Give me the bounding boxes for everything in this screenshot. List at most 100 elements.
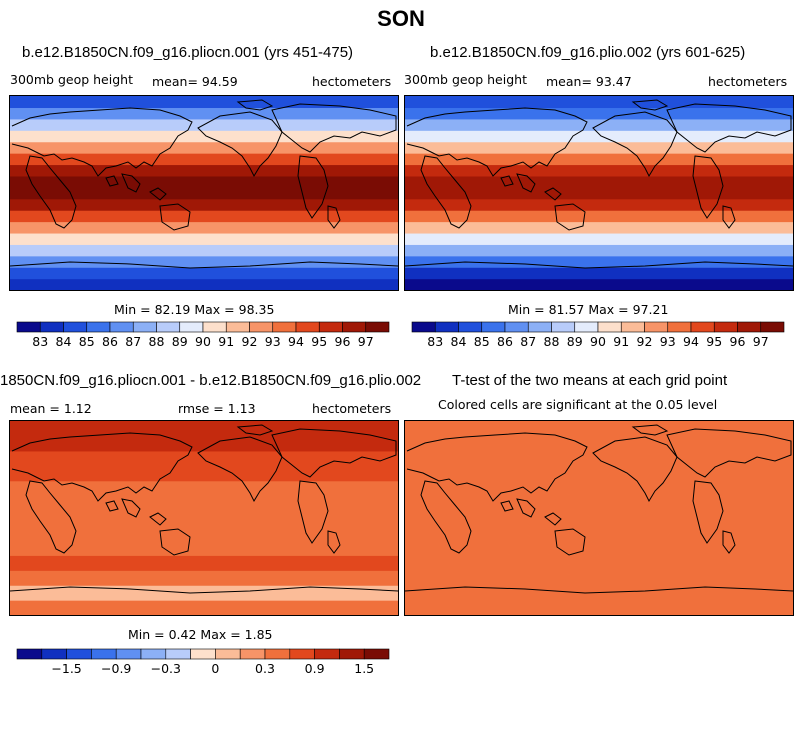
panel1-band [10,244,398,257]
colorbar-swatch [63,321,88,333]
colorbar-swatch [760,321,785,333]
coastline [121,173,141,193]
coastline [544,187,562,201]
colorbar-swatch [737,321,762,333]
panel3-colorbar: −1.5 −0.9 −0.3 0 0.3 0.9 1.5 [16,648,390,683]
colorbar-swatch [249,321,274,333]
panel2-title: b.e12.B1850CN.f09_g16.plio.002 (yrs 601-… [430,44,746,61]
colorbar-swatch [132,321,157,333]
colorbar-tick-label: −0.3 [151,661,181,676]
panel1-band [10,210,398,223]
panel2-band [405,130,793,143]
colorbar-tick-label: 89 [567,334,583,349]
colorbar-swatch [179,321,204,333]
coastline [420,155,472,229]
colorbar-tick-label: 94 [683,334,699,349]
panel1-colorbar-svg: 83 84 85 86 87 88 89 90 91 92 93 94 95 96 97 [16,321,390,349]
colorbar-swatch [165,648,191,660]
panel2-band [405,187,793,200]
panel2-colorbar: 83 84 85 86 87 88 89 90 91 92 93 94 95 96 97 [411,321,785,356]
colorbar-tick-label: 85 [79,334,95,349]
colorbar-tick-label: 91 [218,334,234,349]
colorbar-tick-label: 93 [265,334,281,349]
panel1-band [10,141,398,154]
panel2-coastlines [405,99,793,269]
panel3-coastlines [10,424,398,594]
panel2-band [405,96,793,109]
colorbar-tick-label: 92 [637,334,653,349]
colorbar-tick-label: 94 [288,334,304,349]
colorbar-tick-label: 90 [590,334,606,349]
panel2-band [405,210,793,223]
colorbar-swatch [551,321,576,333]
coastline [406,107,588,177]
panel4-coastlines [405,424,793,594]
coastline [159,528,191,556]
panel1-band [10,198,398,211]
panel3-band [10,421,398,437]
colorbar-tick-label: 1.5 [354,661,374,676]
panel3-band [10,555,398,571]
panel3-units-label: hectometers [312,401,392,416]
coastline [159,203,191,231]
coastline [554,203,586,231]
colorbar-swatch [597,321,622,333]
panel2-map-svg [405,96,793,290]
panel1-variable-label: 300mb geop height [10,72,133,87]
panel1-mean-label: mean= 94.59 [152,74,238,89]
colorbar-swatch [667,321,692,333]
colorbar-swatch [365,321,390,333]
panel2-band [405,278,793,290]
coastline [631,424,669,436]
panel2-band [405,267,793,280]
coastline [297,480,329,544]
colorbar-tick-label: 83 [32,334,48,349]
panel2-variable-label: 300mb geop height [404,72,527,87]
panel2-band [405,244,793,257]
panel3-band [10,480,398,497]
colorbar-swatch [264,648,291,660]
panel3-map [9,420,399,616]
coastline [105,175,119,187]
panel3-band [10,435,398,452]
coastline [592,111,678,178]
panel2-band [405,107,793,120]
coastline [692,480,724,544]
colorbar-swatch [272,321,297,333]
colorbar-tick-label: −0.9 [101,661,131,676]
panel1-colorbar: 83 84 85 86 87 88 89 90 91 92 93 94 95 96 97 [16,321,390,356]
colorbar-tick-label: 97 [358,334,374,349]
colorbar-tick-label: 0 [211,661,219,676]
colorbar-swatch [190,648,216,660]
panel2-band [405,221,793,234]
panel1-coastlines [10,99,398,269]
colorbar-swatch [289,648,315,660]
colorbar-tick-label: 84 [56,334,72,349]
colorbar-swatch [574,321,599,333]
colorbar-tick-label: 84 [451,334,467,349]
colorbar-swatch [41,648,67,660]
panel4-significance-fill [405,421,793,615]
panel1-band [10,255,398,268]
colorbar-swatch [140,648,167,660]
panel3-rmse-label: rmse = 1.13 [178,401,256,416]
colorbar-swatch [620,321,645,333]
panel2-map [404,95,794,291]
colorbar-swatch [225,321,250,333]
panel2-band [405,175,793,188]
coastline [236,424,274,436]
coastline [271,428,397,478]
colorbar-swatch [91,648,117,660]
panel2-band [405,198,793,211]
panel1-title: b.e12.B1850CN.f09_g16.pliocn.001 (yrs 45… [22,44,354,61]
colorbar-tick-label: 86 [497,334,513,349]
panel1-band [10,96,398,109]
colorbar-tick-label: 96 [730,334,746,349]
panel4-title: T-test of the two means at each grid poi… [452,372,728,389]
colorbar-swatch [342,321,367,333]
colorbar-swatch [239,648,266,660]
coastline [25,155,77,229]
colorbar-swatch [527,321,552,333]
panel1-band [10,107,398,120]
colorbar-swatch [314,648,340,660]
